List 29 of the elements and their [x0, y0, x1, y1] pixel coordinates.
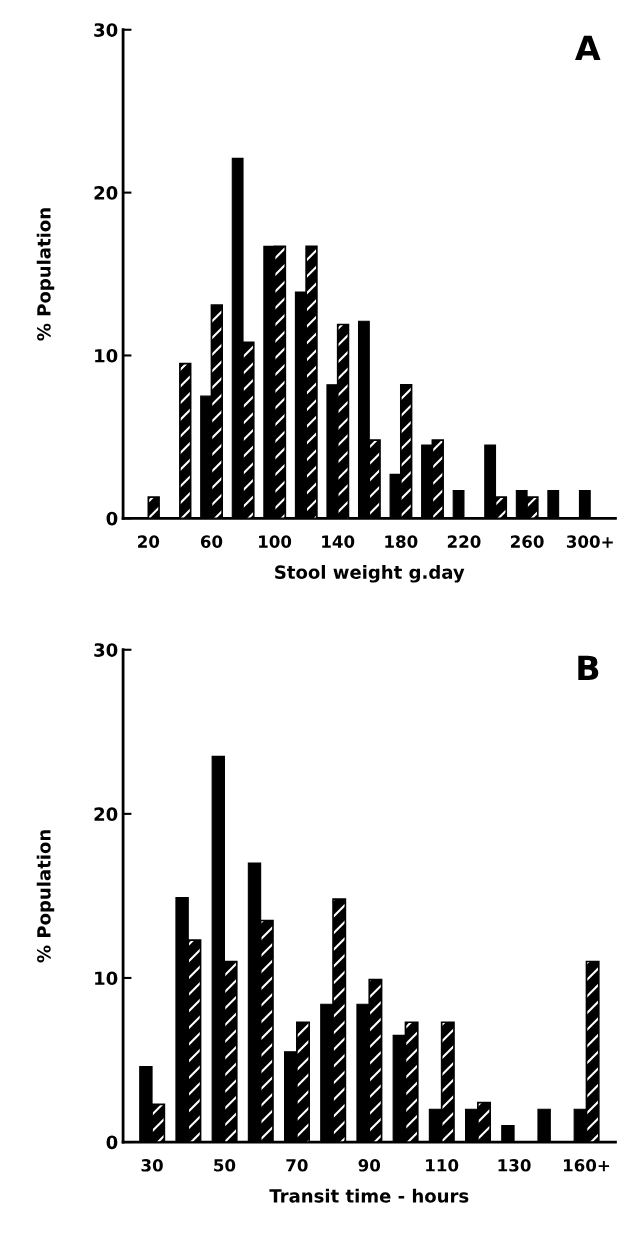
x-tick-label: 180: [385, 535, 418, 548]
y-tick-label: 10: [95, 971, 118, 986]
x-tick-label: 130: [498, 1159, 531, 1172]
y-tick-label: 30: [94, 23, 118, 37]
x-tick-label: 90: [358, 1159, 381, 1172]
y-axis-title: % Population: [36, 830, 55, 963]
y-tick-label: 0: [106, 511, 118, 526]
x-tick-label: 260: [510, 535, 544, 548]
x-tick-label: 300+: [566, 535, 613, 548]
x-tick-label: 100: [259, 535, 292, 548]
y-tick-label: 20: [94, 807, 118, 821]
x-axis-title: Transit time - hours: [269, 1188, 469, 1203]
x-tick-label: 70: [286, 1159, 308, 1172]
x-tick-label: 60: [200, 535, 223, 548]
y-tick-label: 20: [94, 186, 118, 200]
y-tick-label: 0: [106, 1135, 118, 1150]
y-tick-label: 30: [94, 643, 118, 657]
x-tick-label: 110: [426, 1159, 459, 1172]
x-tick-label: 30: [141, 1159, 163, 1172]
x-tick-label: 140: [322, 535, 355, 548]
x-axis-title: Stool weight g.day: [275, 565, 465, 583]
x-tick-label: 20: [138, 535, 160, 548]
x-tick-label: 160+: [563, 1159, 610, 1172]
x-tick-label: 220: [447, 535, 481, 548]
chart-title: A: [575, 35, 601, 60]
y-axis-title: % Population: [36, 208, 55, 341]
x-tick-label: 50: [214, 1159, 236, 1172]
chart-title: B: [578, 655, 599, 681]
y-tick-label: 10: [95, 348, 118, 363]
